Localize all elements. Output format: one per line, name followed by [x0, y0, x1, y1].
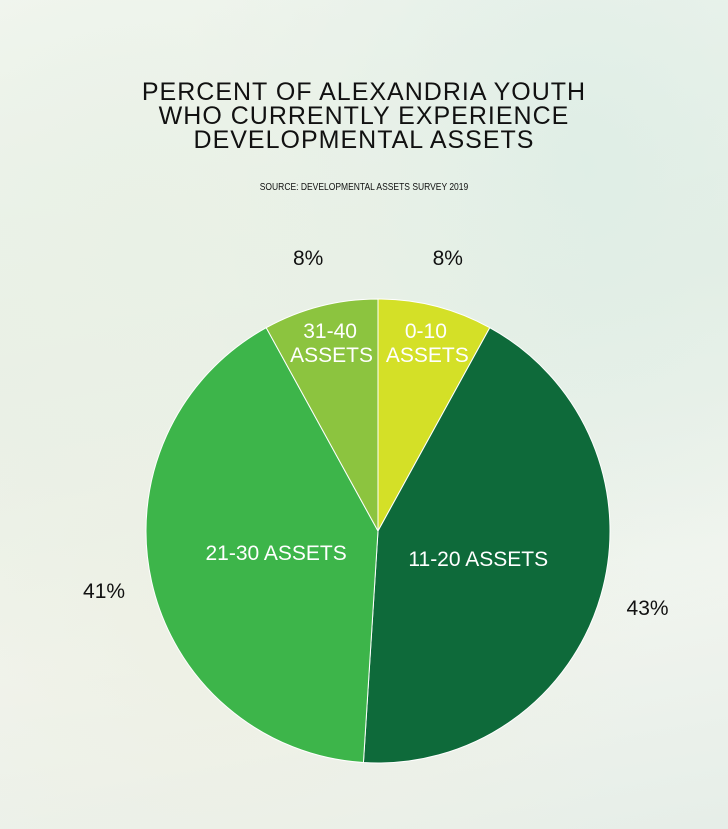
pie-slice: [377, 298, 491, 532]
chart-subtitle: SOURCE: DEVELOPMENTAL ASSETS SURVEY 2019: [259, 182, 469, 193]
slice-label: 0-10 ASSETS: [385, 320, 469, 368]
pie-slice: [265, 298, 379, 532]
pie-slice: [362, 327, 611, 764]
chart-title: PERCENT OF ALEXANDRIA YOUTH WHO CURRENTL…: [141, 78, 587, 154]
slice-label: 11-20 ASSETS: [408, 548, 549, 572]
slice-label: 21-30 ASSETS: [205, 541, 347, 565]
value-label: 8%: [293, 247, 324, 271]
value-label: 43%: [626, 597, 669, 621]
pie-slice: [145, 327, 379, 764]
slice-label: 31-40 ASSETS: [290, 320, 373, 368]
value-label: 8%: [432, 247, 463, 271]
value-label: 41%: [83, 580, 126, 604]
